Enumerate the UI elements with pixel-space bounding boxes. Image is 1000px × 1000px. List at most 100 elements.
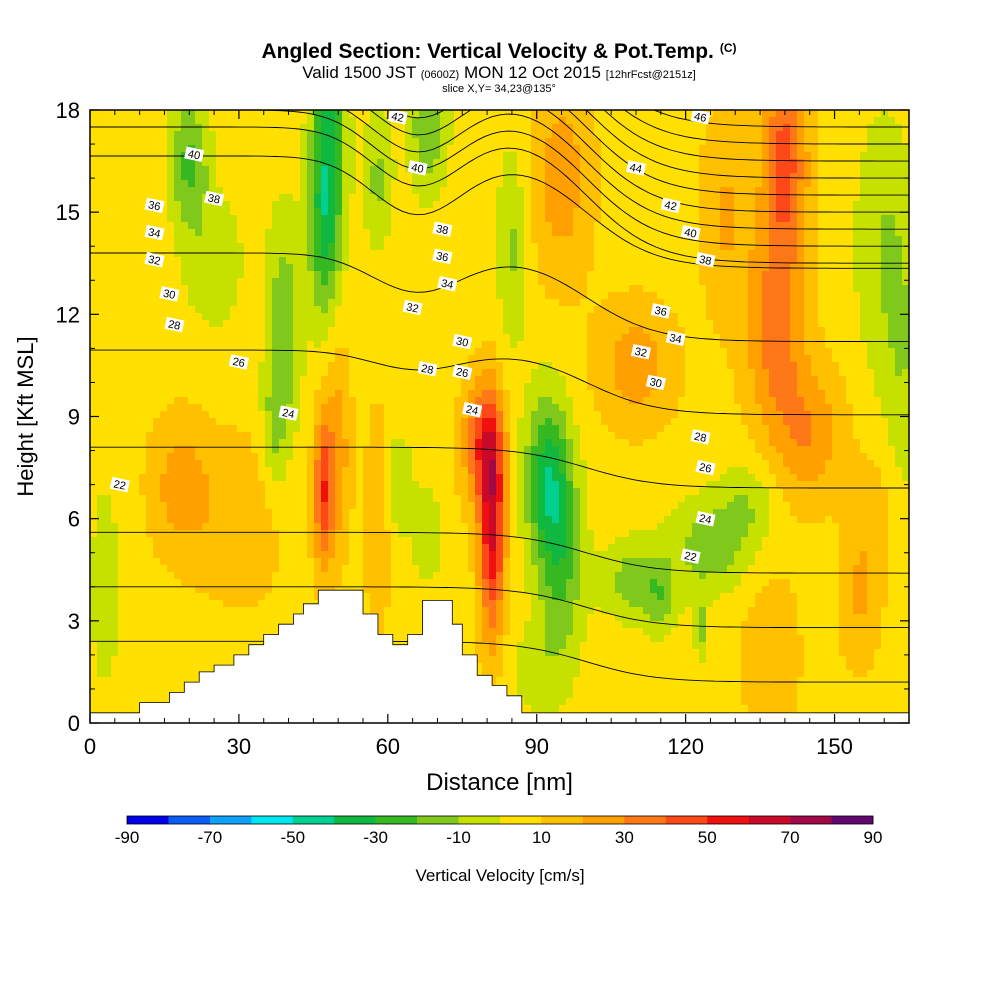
colorbar-swatch [251, 816, 294, 824]
colorbar-swatch [665, 816, 708, 824]
colorbar-swatch [748, 816, 791, 824]
title-mark: (C) [719, 41, 737, 55]
isentrope-line [90, 0, 909, 59]
contour-label: 36 [432, 248, 453, 265]
isentrope-line [90, 252, 909, 343]
contour-label-text: 22 [112, 478, 126, 492]
contour-label: 30 [159, 286, 180, 302]
contour-label: 30 [452, 333, 473, 350]
contour-label: 34 [144, 224, 165, 241]
contour-label-text: 40 [187, 148, 201, 162]
chart-title: Angled Section: Vertical Velocity & Pot.… [261, 40, 737, 63]
contour-label: 26 [695, 459, 716, 476]
isentrope-line [585, 110, 909, 179]
contour-label-text: 40 [683, 226, 697, 240]
colorbar-tick-label: -70 [198, 828, 223, 847]
chart-subtitle: Valid 1500 JST (0600Z) MON 12 Oct 2015 [… [302, 63, 696, 82]
contour-label: 28 [164, 316, 185, 333]
colorbar-swatch [168, 816, 211, 824]
contour-label: 26 [228, 354, 249, 370]
contour-label: 34 [437, 275, 458, 292]
contour-label: 44 [625, 160, 647, 176]
colorbar-frame [126, 815, 874, 825]
contour-label: 24 [278, 405, 299, 421]
contour-label-text: 36 [147, 199, 161, 213]
x-tick-label: 60 [376, 734, 400, 759]
contour-label: 32 [630, 344, 652, 360]
contour-label-text: 32 [405, 301, 419, 315]
isentrope-contours [90, 0, 909, 683]
colorbar-tick-label: 90 [864, 828, 883, 847]
contour-label: 36 [144, 197, 165, 214]
contour-label: 42 [660, 197, 681, 214]
contour-label-text: 24 [465, 404, 479, 418]
isentrope-line [623, 110, 909, 145]
contour-label: 46 [690, 109, 711, 125]
contour-label-text: 38 [207, 192, 221, 206]
contour-label: 38 [204, 190, 225, 207]
contour-label-text: 34 [440, 278, 454, 292]
contour-label-text: 26 [455, 366, 469, 380]
contour-label-text: 38 [435, 223, 449, 237]
contour-label: 40 [184, 146, 205, 162]
colorbar-tick-label: -90 [115, 828, 140, 847]
contour-label: 36 [650, 303, 671, 319]
contour-label-text: 26 [698, 461, 712, 475]
isentrope-line [344, 110, 909, 230]
contour-label-text: 30 [455, 335, 469, 349]
contour-label: 24 [462, 401, 483, 418]
vertical-velocity-field [90, 110, 909, 723]
colorbar-swatch [375, 816, 418, 824]
colorbar-tick-label: 30 [615, 828, 634, 847]
contour-label-text: 38 [698, 254, 712, 268]
isentrope-line [786, 110, 909, 111]
contour-label: 38 [695, 252, 716, 268]
contour-label-text: 34 [668, 332, 682, 346]
x-tick-label: 30 [227, 734, 251, 759]
colorbar-swatch [209, 816, 252, 824]
isentrope-line [90, 0, 909, 8]
colorbar-label: Vertical Velocity [cm/s] [415, 866, 584, 885]
contour-label-text: 28 [693, 431, 707, 445]
y-tick-label: 6 [68, 507, 80, 532]
contour-label: 22 [680, 548, 701, 564]
contour-label: 24 [695, 510, 716, 527]
y-tick-label: 3 [68, 609, 80, 634]
y-tick-label: 9 [68, 405, 80, 430]
contour-label-text: 32 [147, 254, 161, 268]
colorbar-swatch [500, 816, 542, 824]
colorbar-swatch [582, 816, 625, 824]
isentrope-line [393, 110, 909, 196]
colorbar-swatch [417, 816, 459, 824]
contour-label: 40 [680, 224, 701, 241]
colorbar-swatch [624, 816, 667, 824]
contour-label-text: 26 [231, 356, 245, 370]
isentrope-line [90, 0, 909, 93]
contour-label: 42 [387, 109, 408, 125]
isentrope-line [90, 126, 909, 264]
x-tick-label: 90 [524, 734, 548, 759]
colorbar-swatch [707, 816, 749, 824]
contour-label-text: 30 [648, 376, 662, 390]
colorbar-tick-label: 70 [781, 828, 800, 847]
contour-label-text: 28 [420, 363, 434, 377]
contour-label: 32 [144, 252, 165, 268]
contour-label: 40 [407, 160, 428, 176]
contour-label-text: 44 [629, 162, 643, 176]
colorbar-tick-label: -30 [363, 828, 388, 847]
contour-label-text: 36 [435, 250, 449, 264]
contour-label-text: 42 [663, 199, 677, 213]
y-tick-label: 12 [56, 302, 80, 327]
isentrope-line [90, 0, 909, 42]
contour-label: 22 [109, 476, 130, 493]
colorbar-swatch [831, 816, 874, 824]
y-tick-label: 15 [56, 200, 80, 225]
colorbar-swatch [334, 816, 376, 824]
contour-label-text: 24 [698, 513, 712, 527]
colorbar-tick-label: -10 [446, 828, 471, 847]
x-tick-label: 120 [667, 734, 704, 759]
isentrope-line [90, 0, 909, 76]
isentrope-line [90, 446, 909, 489]
